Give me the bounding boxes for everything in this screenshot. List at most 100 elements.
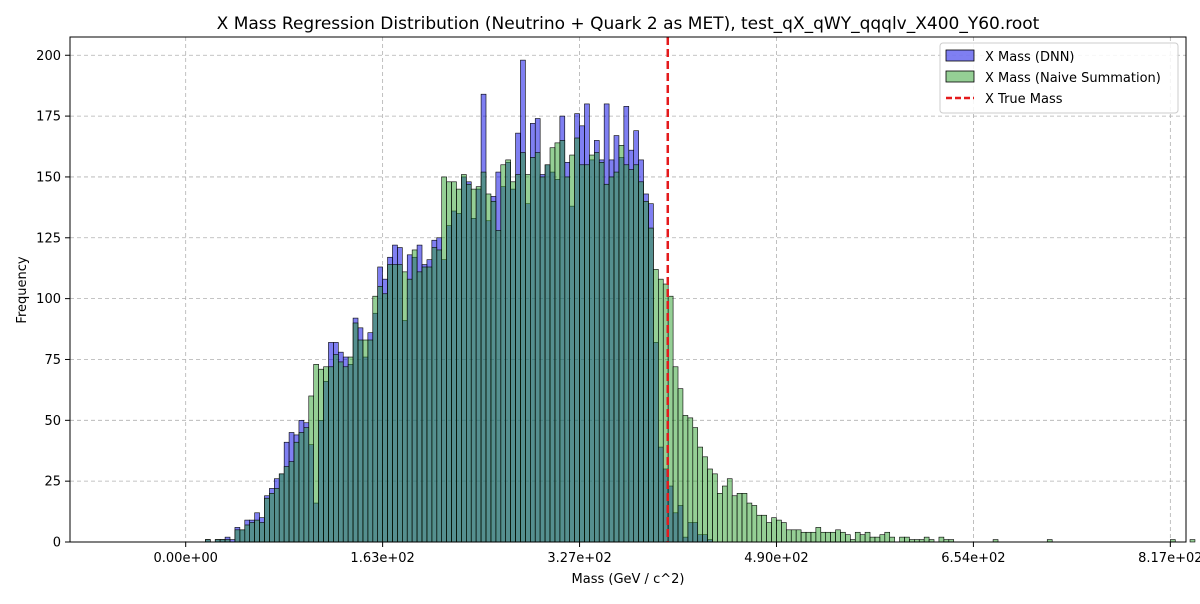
naive-bar-125 xyxy=(800,531,807,543)
naive-bar-13 xyxy=(249,522,255,543)
naive-bar-86 xyxy=(608,176,615,543)
naive-bar-12 xyxy=(244,524,250,543)
x-tick-label-2: 3.27e+02 xyxy=(547,551,611,566)
naive-bar-38 xyxy=(372,295,379,543)
naive-bar-79 xyxy=(574,137,580,543)
naive-bar-141 xyxy=(879,534,886,543)
naive-bar-73 xyxy=(544,164,551,543)
x-axis-ticks: 0.00e+00 1.63e+02 3.27e+02 4.90e+02 6.54e+02… xyxy=(154,542,1200,566)
naive-bar-76 xyxy=(559,140,566,543)
naive-bar-111 xyxy=(731,495,738,543)
naive-bar-112 xyxy=(736,493,743,543)
naive-bar-87 xyxy=(613,171,620,543)
naive-bar-124 xyxy=(795,529,802,543)
naive-bar-11 xyxy=(239,529,246,543)
naive-bar-71 xyxy=(534,152,541,543)
naive-bar-61 xyxy=(485,193,492,543)
naive-bar-68 xyxy=(520,152,526,543)
naive-bar-134 xyxy=(845,534,851,543)
naive-bar-22 xyxy=(293,441,300,543)
naive-bar-48 xyxy=(421,266,428,543)
naive-bar-27 xyxy=(318,368,324,543)
naive-bar-120 xyxy=(776,519,782,543)
naive-bar-139 xyxy=(869,536,876,543)
naive-bar-19 xyxy=(278,473,285,543)
y-tick-label-3: 75 xyxy=(44,353,61,368)
naive-bar-45 xyxy=(406,278,413,543)
naive-bar-85 xyxy=(603,183,610,543)
naive-bar-143 xyxy=(889,536,895,543)
naive-bar-65 xyxy=(505,159,511,543)
legend-label-naive-summation: X Mass (Naive Summation) xyxy=(985,71,1161,86)
naive-bar-136 xyxy=(854,531,861,543)
naive-bar-114 xyxy=(746,502,753,543)
naive-summation-bars xyxy=(205,137,1196,543)
naive-bar-69 xyxy=(525,174,531,543)
legend-label-true-mass: X True Mass xyxy=(985,92,1063,107)
naive-bar-57 xyxy=(466,183,472,543)
naive-bar-74 xyxy=(549,147,556,543)
naive-bar-127 xyxy=(810,531,817,543)
naive-bar-10 xyxy=(234,529,241,543)
naive-bar-88 xyxy=(618,145,625,543)
naive-bar-40 xyxy=(382,293,388,543)
naive-bar-137 xyxy=(859,534,866,543)
naive-bar-82 xyxy=(589,154,595,543)
naive-bar-113 xyxy=(741,493,748,543)
y-tick-label-8: 200 xyxy=(36,49,61,64)
x-tick-label-1: 1.63e+02 xyxy=(350,551,414,566)
x-axis-label: Mass (GeV / c^2) xyxy=(572,572,685,587)
naive-bar-138 xyxy=(864,531,871,543)
y-tick-label-1: 25 xyxy=(44,475,61,490)
naive-bar-83 xyxy=(594,152,600,543)
naive-bar-131 xyxy=(830,531,836,543)
naive-bar-50 xyxy=(431,247,438,543)
legend-swatch-naive-summation xyxy=(945,70,975,83)
naive-bar-92 xyxy=(638,181,644,543)
naive-bar-80 xyxy=(579,164,585,543)
naive-bar-90 xyxy=(628,169,635,543)
naive-bar-24 xyxy=(303,427,310,543)
naive-bar-107 xyxy=(712,473,718,543)
naive-bar-102 xyxy=(687,417,694,543)
naive-bar-100 xyxy=(677,388,684,543)
y-tick-label-5: 125 xyxy=(36,231,61,246)
naive-bar-108 xyxy=(717,493,723,543)
naive-bar-115 xyxy=(751,505,758,543)
naive-bar-72 xyxy=(539,176,546,543)
naive-bar-129 xyxy=(820,531,827,543)
x-tick-label-3: 4.90e+02 xyxy=(744,551,808,566)
naive-bar-75 xyxy=(554,142,561,543)
naive-bar-122 xyxy=(786,529,792,543)
naive-bar-119 xyxy=(771,517,777,543)
naive-bar-150 xyxy=(923,536,930,543)
legend-swatch-dnn xyxy=(945,49,975,62)
naive-bar-62 xyxy=(490,200,497,543)
naive-bar-37 xyxy=(367,339,374,543)
naive-bar-116 xyxy=(756,514,763,543)
naive-bar-142 xyxy=(884,531,891,543)
naive-bar-103 xyxy=(692,427,699,543)
y-tick-label-2: 50 xyxy=(44,414,61,429)
naive-bar-15 xyxy=(259,522,265,543)
naive-bar-121 xyxy=(781,522,787,543)
naive-bar-145 xyxy=(899,536,905,543)
x-tick-label-5: 8.17e+02 xyxy=(1138,551,1200,566)
naive-bar-23 xyxy=(298,432,305,543)
y-tick-label-0: 0 xyxy=(53,536,61,551)
naive-bar-33 xyxy=(347,356,354,543)
naive-bar-66 xyxy=(510,181,516,543)
naive-bar-54 xyxy=(451,181,457,543)
naive-bar-17 xyxy=(269,493,275,543)
chart-title: X Mass Regression Distribution (Neutrino… xyxy=(217,14,1040,34)
naive-bar-42 xyxy=(392,264,398,543)
naive-bar-32 xyxy=(342,366,349,543)
x-tick-label-4: 6.54e+02 xyxy=(941,551,1005,566)
naive-bar-70 xyxy=(530,157,536,543)
y-axis-label: Frequency xyxy=(15,256,30,323)
naive-bar-20 xyxy=(283,466,290,543)
naive-bar-34 xyxy=(352,322,359,543)
naive-bar-140 xyxy=(874,536,881,543)
naive-bar-59 xyxy=(475,186,482,543)
naive-bar-133 xyxy=(840,531,846,543)
